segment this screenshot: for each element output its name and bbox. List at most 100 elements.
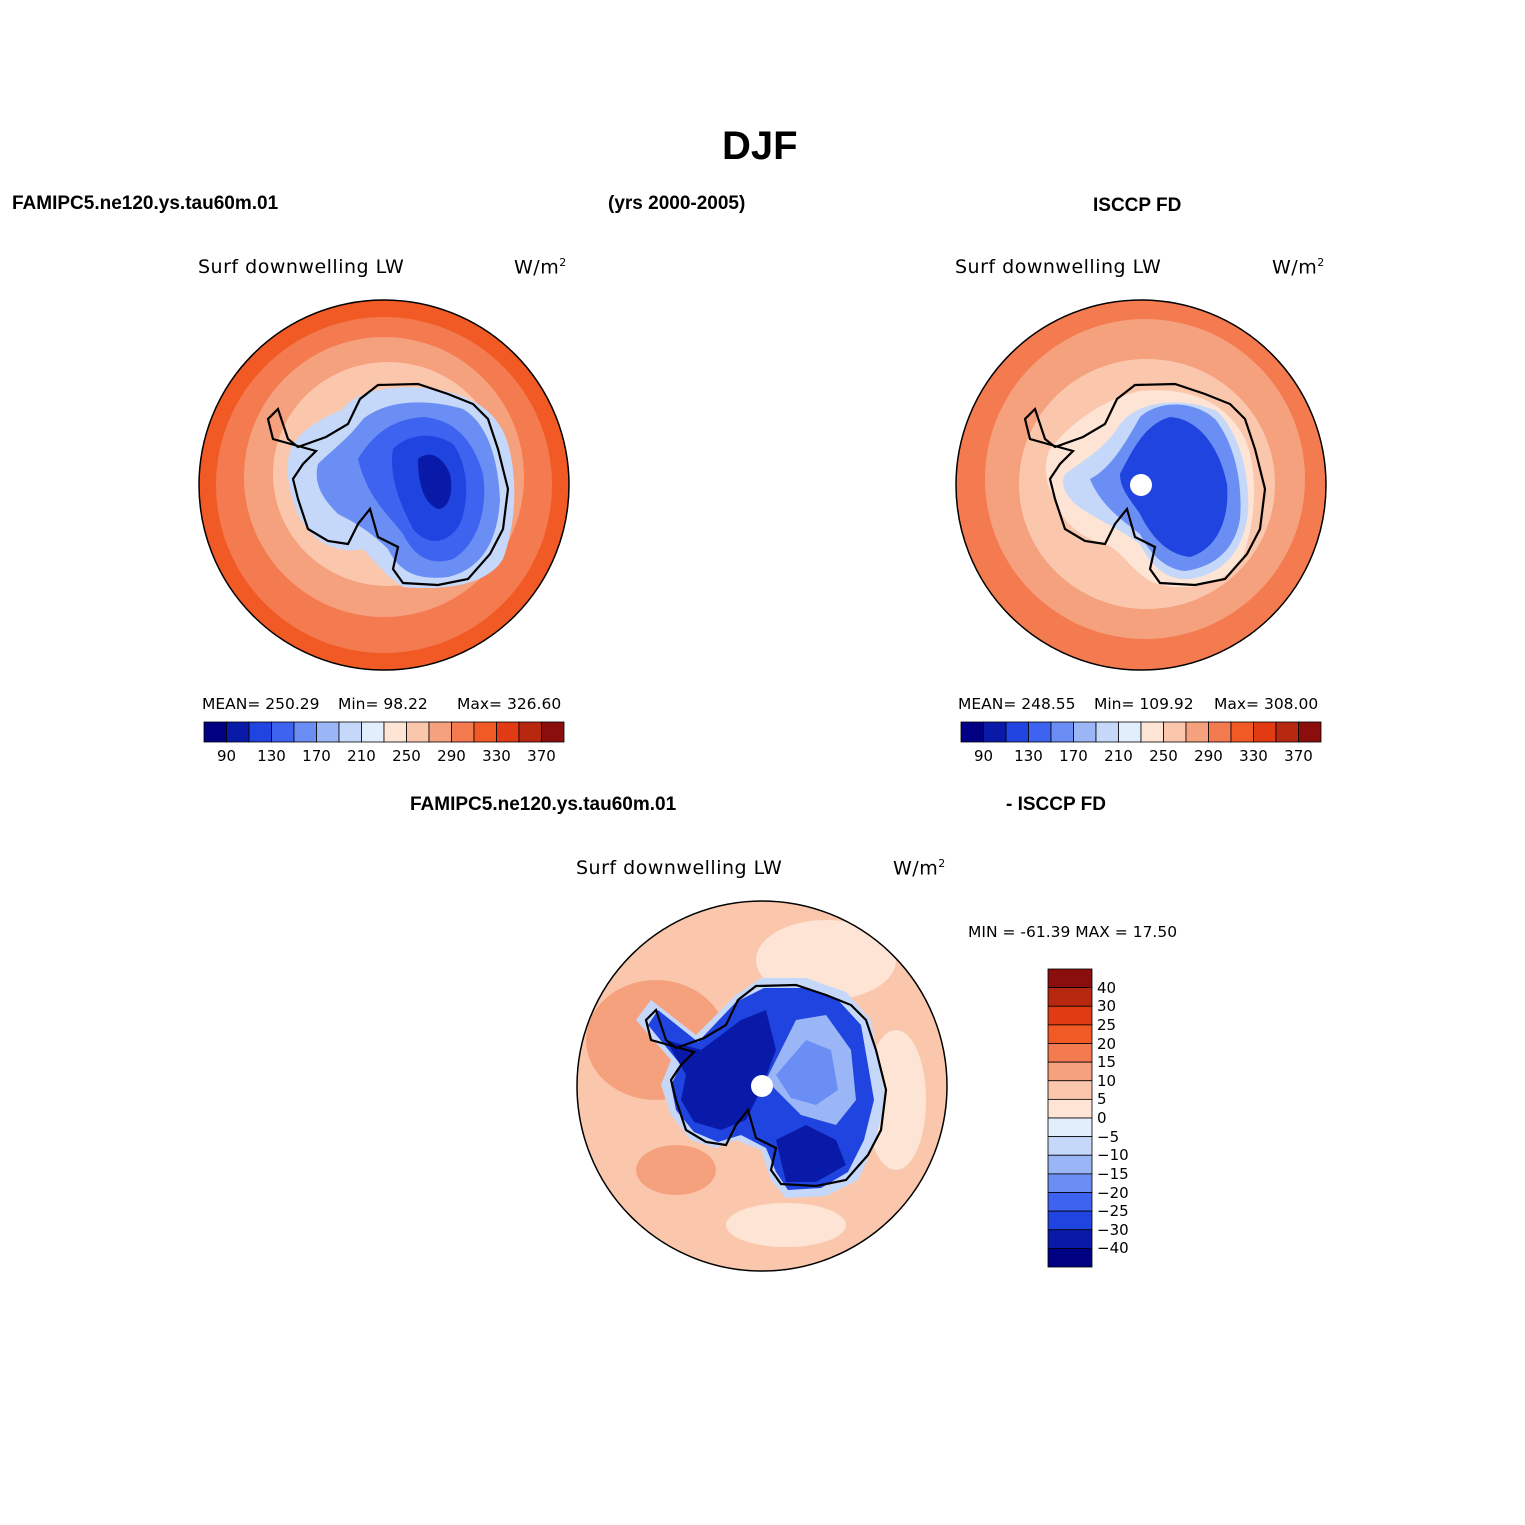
obs-colorbar-tick-label: 370 [1284, 747, 1313, 765]
diff-colorbar-tick-label: −5 [1097, 1127, 1120, 1146]
diff-panel-units: W/m2 [893, 857, 946, 879]
obs-colorbar-box [1163, 721, 1187, 743]
model-band-110 [418, 454, 452, 509]
model-colorbar-box [541, 721, 565, 743]
model-units-text: W/m [514, 256, 560, 279]
diff-colorbar-tick-label: −20 [1097, 1183, 1129, 1202]
diff-band-neg30-w [666, 1010, 776, 1130]
years-label: (yrs 2000-2005) [608, 193, 746, 214]
diff-colorbar-box [1047, 968, 1093, 989]
obs-min: Min= 109.92 [1094, 695, 1194, 713]
diff-colorbar-tick-label: 25 [1097, 1015, 1117, 1034]
model-colorbar-box [338, 721, 362, 743]
diff-panel-title: Surf downwelling LW [576, 857, 783, 879]
diff-colorbar-tick-label: 30 [1097, 997, 1117, 1016]
obs-colorbar-tick-label: 130 [1014, 747, 1043, 765]
obs-max: Max= 308.00 [1214, 695, 1319, 713]
diff-colorbar-box [1047, 1005, 1093, 1026]
diff-colorbar-tick-label: 10 [1097, 1071, 1117, 1090]
model-coastline [266, 382, 510, 587]
obs-colorbar-tick-label: 290 [1194, 747, 1223, 765]
model-colorbar-box [428, 721, 452, 743]
obs-colorbar-box [1298, 721, 1322, 743]
obs-colorbar-tick-label: 250 [1149, 747, 1178, 765]
diff-colorbar-box [1047, 1098, 1093, 1119]
diff-patch-s [726, 1203, 846, 1247]
obs-colorbar-box [1140, 721, 1164, 743]
diff-colorbar-tick-label: −10 [1097, 1146, 1129, 1165]
model-colorbar-box [316, 721, 340, 743]
obs-colorbar-box [1253, 721, 1277, 743]
obs-coastline [1023, 382, 1267, 587]
model-colorbar-box [271, 721, 295, 743]
obs-colorbar-box [1230, 721, 1254, 743]
model-colorbar-box [496, 721, 520, 743]
model-colorbar-box [293, 721, 317, 743]
diff-colorbar-box [1047, 987, 1093, 1007]
diff-stats: MIN = -61.39 MAX = 17.50 [968, 923, 1178, 941]
diff-colorbar-tick-label: 15 [1097, 1053, 1117, 1072]
model-panel-title: Surf downwelling LW [198, 256, 405, 278]
model-colorbar-box [226, 721, 250, 743]
model-panel-units: W/m2 [514, 256, 567, 278]
diff-colorbar-box [1047, 1061, 1093, 1082]
obs-mean: MEAN= 248.55 [958, 695, 1076, 713]
model-colorbar-box [473, 721, 497, 743]
diff-case-label-right: - ISCCP FD [1006, 794, 1106, 815]
obs-panel-units: W/m2 [1272, 256, 1325, 278]
model-colorbar-box [451, 721, 475, 743]
model-colorbar-tick-label: 90 [216, 747, 237, 765]
diff-colorbar-box [1047, 1043, 1093, 1063]
model-colorbar-box [248, 721, 272, 743]
diff-patch-e [866, 1030, 926, 1170]
model-map [198, 299, 570, 671]
diff-units-exp: 2 [938, 857, 946, 870]
obs-band-130 [1120, 417, 1228, 557]
model-colorbar-tick-label: 250 [392, 747, 421, 765]
diff-colorbar-tick-label: 40 [1097, 978, 1117, 997]
model-colorbar-tick-label: 210 [347, 747, 376, 765]
obs-colorbar-box [1073, 721, 1097, 743]
diff-colorbar-box [1047, 1024, 1093, 1044]
diff-map-border [576, 900, 948, 1272]
obs-colorbar [960, 721, 1322, 743]
model-colorbar-box [518, 721, 542, 743]
obs-map-border [955, 299, 1327, 671]
diff-colorbar-tick-label: −25 [1097, 1202, 1129, 1221]
obs-colorbar-tick-label: 330 [1239, 747, 1268, 765]
model-colorbar-tick-label: 290 [437, 747, 466, 765]
model-mean: MEAN= 250.29 [202, 695, 320, 713]
model-min: Min= 98.22 [338, 695, 428, 713]
obs-colorbar-box [1005, 721, 1029, 743]
obs-colorbar-box [983, 721, 1007, 743]
diff-colorbar-box [1047, 1117, 1093, 1138]
diff-colorbar-tick-label: −40 [1097, 1239, 1129, 1258]
obs-colorbar-box [1095, 721, 1119, 743]
obs-case-label: ISCCP FD [1093, 195, 1182, 216]
obs-map [955, 299, 1327, 671]
diff-colorbar-box [1047, 1154, 1093, 1175]
obs-colorbar-tick-label: 90 [973, 747, 994, 765]
model-units-exp: 2 [559, 256, 567, 269]
diff-colorbar-tick-label: 0 [1097, 1109, 1107, 1127]
diff-colorbar-tick-label: 5 [1097, 1090, 1107, 1109]
obs-pole-hole [1130, 474, 1152, 496]
model-colorbar-box [361, 721, 385, 743]
diff-colorbar-box [1047, 1229, 1093, 1249]
obs-colorbar-box [1028, 721, 1052, 743]
diff-coastline [644, 983, 888, 1188]
model-colorbar-tick-label: 370 [527, 747, 556, 765]
obs-colorbar-box [1050, 721, 1074, 743]
diff-colorbar-tick-label: 20 [1097, 1034, 1117, 1053]
model-colorbar-tick-label: 330 [482, 747, 511, 765]
diff-colorbar-box [1047, 1173, 1093, 1193]
model-colorbar-tick-label: 130 [257, 747, 286, 765]
obs-panel-title: Surf downwelling LW [955, 256, 1162, 278]
diff-colorbar-box [1047, 1136, 1093, 1156]
diff-colorbar-tick-label: −15 [1097, 1164, 1129, 1183]
obs-units-text: W/m [1272, 256, 1318, 279]
diff-colorbar-tick-label: −30 [1097, 1220, 1129, 1239]
obs-colorbar-box [1208, 721, 1232, 743]
diff-colorbar-box [1047, 1192, 1093, 1212]
model-max: Max= 326.60 [457, 695, 562, 713]
